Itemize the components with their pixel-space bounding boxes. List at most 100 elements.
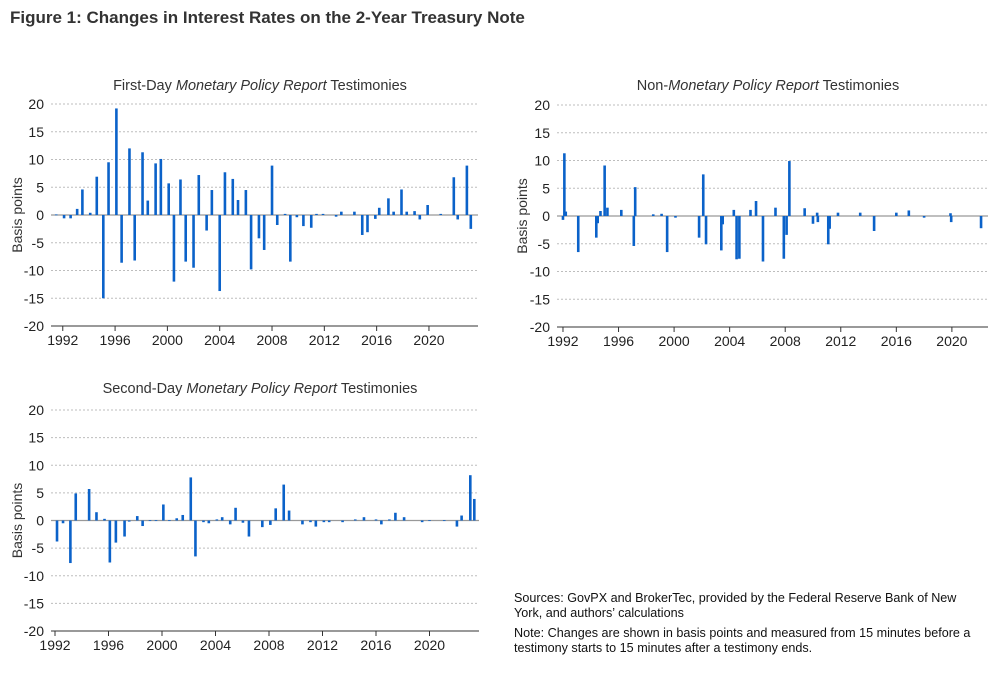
bar xyxy=(907,210,911,216)
bar xyxy=(749,209,752,216)
bar xyxy=(721,216,725,225)
y-tick-label: 0 xyxy=(36,207,44,223)
y-tick-label: 0 xyxy=(542,208,550,224)
x-tick-label: 2020 xyxy=(413,332,444,348)
bar xyxy=(452,177,456,215)
bar xyxy=(228,520,232,525)
bar xyxy=(595,216,598,238)
bar xyxy=(374,215,377,219)
bar xyxy=(413,211,416,215)
bar xyxy=(788,161,791,216)
bar xyxy=(189,477,193,521)
bar xyxy=(257,215,261,239)
bar xyxy=(301,520,304,525)
bar xyxy=(135,516,139,521)
bar xyxy=(816,216,820,223)
bar xyxy=(184,215,188,262)
y-tick-label: -10 xyxy=(24,263,44,279)
y-tick-label: -20 xyxy=(530,319,550,335)
y-tick-label: -5 xyxy=(32,540,45,556)
y-tick-label: 0 xyxy=(36,513,44,529)
bar xyxy=(315,213,318,215)
note-text: Note: Changes are shown in basis points … xyxy=(514,626,971,655)
bar xyxy=(564,211,568,216)
chart-panel-1: First-Day Monetary Policy Report Testimo… xyxy=(9,78,478,348)
bar xyxy=(596,216,599,224)
bar xyxy=(469,215,473,229)
bar xyxy=(949,216,953,223)
y-tick-label: -20 xyxy=(24,623,44,639)
x-tick-label: 2012 xyxy=(309,332,340,348)
bar xyxy=(697,216,701,238)
bar xyxy=(295,215,299,218)
y-tick-label: 10 xyxy=(28,152,44,168)
chart-title-italic: Monetary Policy Report xyxy=(186,381,338,397)
x-tick-label: 1992 xyxy=(47,332,78,348)
bar xyxy=(283,213,287,215)
bar xyxy=(632,216,636,246)
y-tick-label: 10 xyxy=(28,457,44,473)
bar xyxy=(428,520,431,522)
bar xyxy=(620,209,623,216)
x-tick-label: 2020 xyxy=(414,637,445,653)
x-tick-label: 2016 xyxy=(881,333,912,349)
bar xyxy=(858,212,862,216)
bar xyxy=(321,213,325,215)
bar xyxy=(244,190,248,215)
bar xyxy=(374,519,378,521)
bar xyxy=(75,208,79,215)
chart-title-post: Testimonies xyxy=(337,381,417,397)
bar xyxy=(154,520,158,522)
bar xyxy=(231,178,235,215)
bar xyxy=(322,520,326,523)
bar xyxy=(599,211,602,216)
bar xyxy=(674,216,677,218)
bar xyxy=(380,520,383,525)
bar xyxy=(405,211,409,215)
bar xyxy=(815,212,819,216)
bar xyxy=(360,215,364,235)
bar xyxy=(69,215,72,219)
bar xyxy=(202,520,205,523)
x-tick-label: 1992 xyxy=(547,333,578,349)
x-tick-label: 2012 xyxy=(825,333,856,349)
bar xyxy=(439,213,443,215)
chart-title-pre: Non- xyxy=(637,78,669,94)
bar xyxy=(803,208,806,216)
x-tick-label: 2008 xyxy=(253,637,284,653)
bar xyxy=(269,520,272,525)
bar xyxy=(241,520,245,523)
bar xyxy=(167,183,171,215)
bar xyxy=(179,179,182,215)
bar xyxy=(895,212,898,216)
x-tick-label: 2016 xyxy=(360,637,391,653)
bar xyxy=(465,165,469,215)
bar xyxy=(128,148,131,215)
bar xyxy=(660,213,663,216)
chart-title-post: Testimonies xyxy=(819,78,899,94)
bar xyxy=(107,162,110,215)
bar xyxy=(289,215,292,262)
bar xyxy=(366,215,369,233)
bar xyxy=(262,215,266,250)
bar xyxy=(400,189,403,215)
bar xyxy=(561,216,565,220)
y-tick-label: 20 xyxy=(28,96,44,112)
bar xyxy=(108,520,112,563)
bar xyxy=(141,152,144,215)
bar xyxy=(275,215,279,225)
bar xyxy=(828,216,831,229)
bar xyxy=(55,520,59,542)
y-tick-label: 15 xyxy=(534,125,550,141)
chart-panel-2: Non-Monetary Policy Report Testimonies Ba… xyxy=(514,78,988,349)
bar xyxy=(287,510,291,521)
bar xyxy=(836,212,840,216)
bar xyxy=(341,520,344,523)
x-tick-label: 1996 xyxy=(100,332,131,348)
x-tick-label: 2004 xyxy=(204,332,235,348)
bar xyxy=(633,187,637,216)
y-tick-label: -10 xyxy=(530,264,550,280)
bar xyxy=(218,215,222,292)
y-axis-label: Basis points xyxy=(9,177,25,252)
